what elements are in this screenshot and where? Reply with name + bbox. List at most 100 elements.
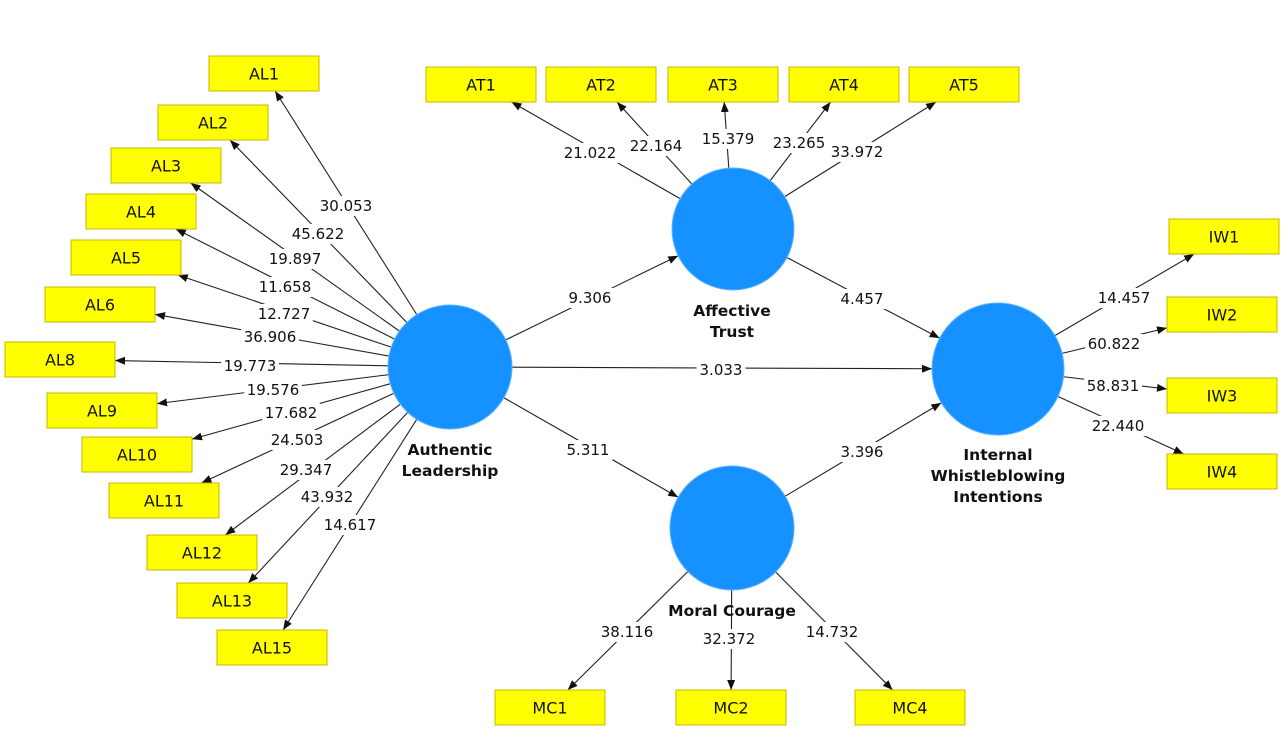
label-background: [256, 277, 314, 297]
path-coefficient-label: 32.372: [703, 630, 756, 648]
indicator-label: AL3: [151, 157, 181, 176]
label-background: [268, 430, 326, 450]
indicator-label: AL8: [45, 351, 75, 370]
label-background: [298, 487, 356, 507]
label-background: [803, 622, 861, 642]
indicator-iw3[interactable]: IW3: [1166, 377, 1278, 414]
path-coefficient-label: 23.265: [773, 134, 826, 152]
indicator-label: AL12: [182, 544, 222, 563]
label-background: [828, 142, 886, 162]
construct-label: Internal: [963, 446, 1032, 464]
path-coefficient-label: 22.440: [1092, 417, 1145, 435]
path-coefficient-label: 17.682: [265, 404, 318, 422]
path-coefficient-label: 12.727: [258, 305, 311, 323]
construct-label: Moral Courage: [668, 602, 796, 620]
indicator-iw1[interactable]: IW1: [1168, 218, 1280, 255]
label-background: [770, 133, 828, 153]
construct-iw[interactable]: [931, 302, 1065, 436]
indicator-label: AT2: [586, 76, 616, 95]
path-coefficient-label: 58.831: [1087, 377, 1140, 395]
indicator-al8[interactable]: AL8: [4, 341, 116, 378]
indicator-al10[interactable]: AL10: [81, 436, 193, 473]
indicator-mc1[interactable]: MC1: [494, 689, 606, 726]
path-coefficient-label: 19.773: [224, 357, 277, 375]
indicator-label: IW3: [1207, 387, 1238, 406]
path-coefficient-label: 11.658: [259, 278, 312, 296]
construct-label: Intentions: [953, 488, 1042, 506]
indicator-al11[interactable]: AL11: [108, 482, 220, 519]
indicator-al9[interactable]: AL9: [46, 392, 158, 429]
indicator-label: AL10: [117, 446, 157, 465]
indicator-al2[interactable]: AL2: [157, 104, 269, 141]
label-background: [289, 224, 347, 244]
path-coefficient-label: 60.822: [1088, 335, 1141, 353]
construct-label: Whistleblowing: [931, 467, 1066, 485]
label-background: [244, 380, 302, 400]
indicator-label: AL4: [126, 203, 156, 222]
construct-al[interactable]: [387, 304, 513, 430]
path-coefficient-label: 15.379: [702, 130, 755, 148]
label-background: [563, 440, 613, 460]
path-coefficient-label: 38.116: [601, 623, 654, 641]
indicator-label: AT1: [466, 76, 496, 95]
indicator-label: AL6: [85, 296, 115, 315]
indicator-label: MC4: [892, 699, 927, 718]
indicator-label: AL1: [249, 65, 279, 84]
path-coefficient-label: 22.164: [630, 137, 683, 155]
indicator-at5[interactable]: AT5: [908, 66, 1020, 103]
label-background: [837, 289, 887, 309]
indicator-at1[interactable]: AT1: [425, 66, 537, 103]
construct-at[interactable]: [671, 167, 795, 291]
indicator-al5[interactable]: AL5: [70, 239, 182, 276]
indicator-al13[interactable]: AL13: [176, 582, 288, 619]
indicator-al12[interactable]: AL12: [146, 534, 258, 571]
label-background: [1084, 376, 1142, 396]
indicator-al6[interactable]: AL6: [44, 286, 156, 323]
indicator-label: IW1: [1209, 228, 1240, 247]
indicator-at4[interactable]: AT4: [788, 66, 900, 103]
indicator-label: AL11: [144, 492, 184, 511]
indicator-label: AL5: [111, 249, 141, 268]
indicator-label: AL13: [212, 592, 252, 611]
indicator-al3[interactable]: AL3: [110, 147, 222, 184]
path-coefficient-label: 9.306: [569, 289, 612, 307]
label-background: [696, 360, 746, 380]
indicator-al4[interactable]: AL4: [85, 193, 197, 230]
label-background: [1085, 334, 1143, 354]
path-coefficient-label: 24.503: [271, 431, 324, 449]
indicator-label: IW4: [1207, 463, 1238, 482]
indicator-label: MC1: [532, 699, 567, 718]
indicator-label: AL2: [198, 114, 228, 133]
label-background: [221, 356, 279, 376]
indicator-iw4[interactable]: IW4: [1166, 453, 1278, 490]
path-coefficient-label: 19.576: [247, 381, 300, 399]
label-background: [699, 129, 757, 149]
construct-label: Leadership: [402, 462, 499, 480]
indicator-label: AL15: [252, 639, 292, 658]
path-coefficient-label: 14.617: [324, 516, 377, 534]
construct-mc[interactable]: [669, 465, 795, 591]
indicator-al1[interactable]: AL1: [208, 55, 320, 92]
indicator-at3[interactable]: AT3: [667, 66, 779, 103]
indicator-at2[interactable]: AT2: [545, 66, 657, 103]
label-background: [565, 288, 615, 308]
label-background: [837, 442, 887, 462]
indicator-label: AT4: [829, 76, 859, 95]
label-background: [561, 143, 619, 163]
indicator-iw2[interactable]: IW2: [1166, 296, 1278, 333]
indicator-label: AL9: [87, 402, 117, 421]
label-background: [241, 327, 299, 347]
indicator-al15[interactable]: AL15: [216, 629, 328, 666]
path-coefficient-label: 43.932: [301, 488, 354, 506]
label-background: [277, 460, 335, 480]
path-coefficient-label: 14.457: [1098, 289, 1151, 307]
label-background: [262, 403, 320, 423]
path-coefficient-label: 3.396: [841, 443, 884, 461]
indicator-mc4[interactable]: MC4: [854, 689, 966, 726]
label-background: [266, 249, 324, 269]
indicator-mc2[interactable]: MC2: [675, 689, 787, 726]
label-background: [700, 629, 758, 649]
construct-label: Affective: [693, 302, 771, 320]
path-coefficient-label: 30.053: [320, 197, 373, 215]
